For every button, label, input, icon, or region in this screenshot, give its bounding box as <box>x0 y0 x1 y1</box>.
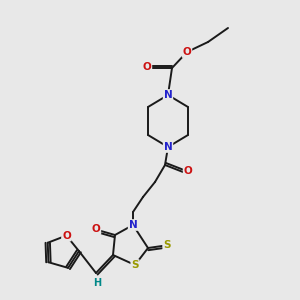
Text: O: O <box>183 47 191 57</box>
Text: S: S <box>163 240 171 250</box>
Text: N: N <box>129 220 137 230</box>
Text: N: N <box>164 142 172 152</box>
Text: N: N <box>164 90 172 100</box>
Text: H: H <box>93 278 101 288</box>
Text: S: S <box>131 260 139 270</box>
Text: O: O <box>92 224 100 234</box>
Text: O: O <box>142 62 152 72</box>
Text: O: O <box>184 166 192 176</box>
Text: O: O <box>62 231 71 241</box>
